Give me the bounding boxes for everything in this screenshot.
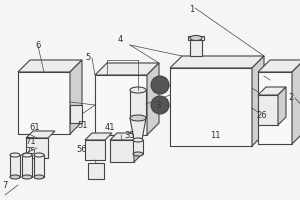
Text: 26: 26	[257, 112, 267, 120]
Text: 75: 75	[26, 148, 36, 156]
Text: 3: 3	[155, 102, 161, 110]
Circle shape	[151, 76, 169, 94]
Polygon shape	[147, 63, 159, 135]
Text: 35: 35	[125, 132, 135, 140]
Polygon shape	[18, 60, 82, 72]
Ellipse shape	[34, 153, 44, 157]
Text: 7: 7	[2, 182, 8, 190]
Bar	[34, 155, 44, 177]
Ellipse shape	[22, 153, 32, 157]
Polygon shape	[258, 60, 300, 72]
Bar	[258, 95, 278, 125]
Text: 51: 51	[78, 121, 88, 130]
Bar	[85, 140, 105, 160]
Polygon shape	[134, 133, 141, 162]
Polygon shape	[85, 133, 112, 140]
Text: 5: 5	[85, 53, 91, 62]
Bar	[190, 38, 202, 56]
Ellipse shape	[133, 152, 143, 156]
Bar	[170, 68, 252, 146]
Bar	[88, 163, 104, 179]
Polygon shape	[170, 56, 264, 68]
Polygon shape	[110, 133, 141, 140]
Polygon shape	[95, 63, 159, 75]
Text: 4: 4	[117, 34, 123, 44]
Polygon shape	[278, 87, 286, 125]
Bar	[130, 90, 146, 118]
Text: 56: 56	[77, 146, 87, 154]
Text: 1: 1	[189, 5, 195, 15]
Text: 41: 41	[105, 123, 115, 132]
Bar	[110, 140, 134, 162]
Text: 71: 71	[26, 138, 36, 146]
Bar	[10, 155, 20, 177]
Ellipse shape	[34, 175, 44, 179]
Bar	[188, 36, 204, 40]
Ellipse shape	[130, 115, 146, 121]
Text: 11: 11	[210, 132, 220, 140]
Ellipse shape	[190, 36, 202, 40]
Polygon shape	[258, 87, 286, 95]
Ellipse shape	[22, 175, 32, 179]
Bar	[258, 72, 292, 144]
Circle shape	[151, 96, 169, 114]
Bar	[22, 155, 32, 177]
Polygon shape	[292, 60, 300, 144]
Bar	[95, 75, 147, 135]
Text: 2: 2	[288, 94, 294, 102]
Polygon shape	[70, 60, 82, 134]
Text: 61: 61	[30, 123, 40, 132]
Ellipse shape	[130, 87, 146, 93]
Bar	[18, 72, 70, 134]
Polygon shape	[252, 56, 264, 146]
Polygon shape	[26, 131, 55, 138]
Polygon shape	[130, 118, 146, 140]
Ellipse shape	[10, 175, 20, 179]
Text: 6: 6	[35, 42, 41, 50]
Ellipse shape	[10, 153, 20, 157]
Bar	[70, 105, 82, 123]
Bar	[133, 140, 143, 154]
Bar	[26, 138, 48, 158]
Ellipse shape	[133, 138, 143, 142]
